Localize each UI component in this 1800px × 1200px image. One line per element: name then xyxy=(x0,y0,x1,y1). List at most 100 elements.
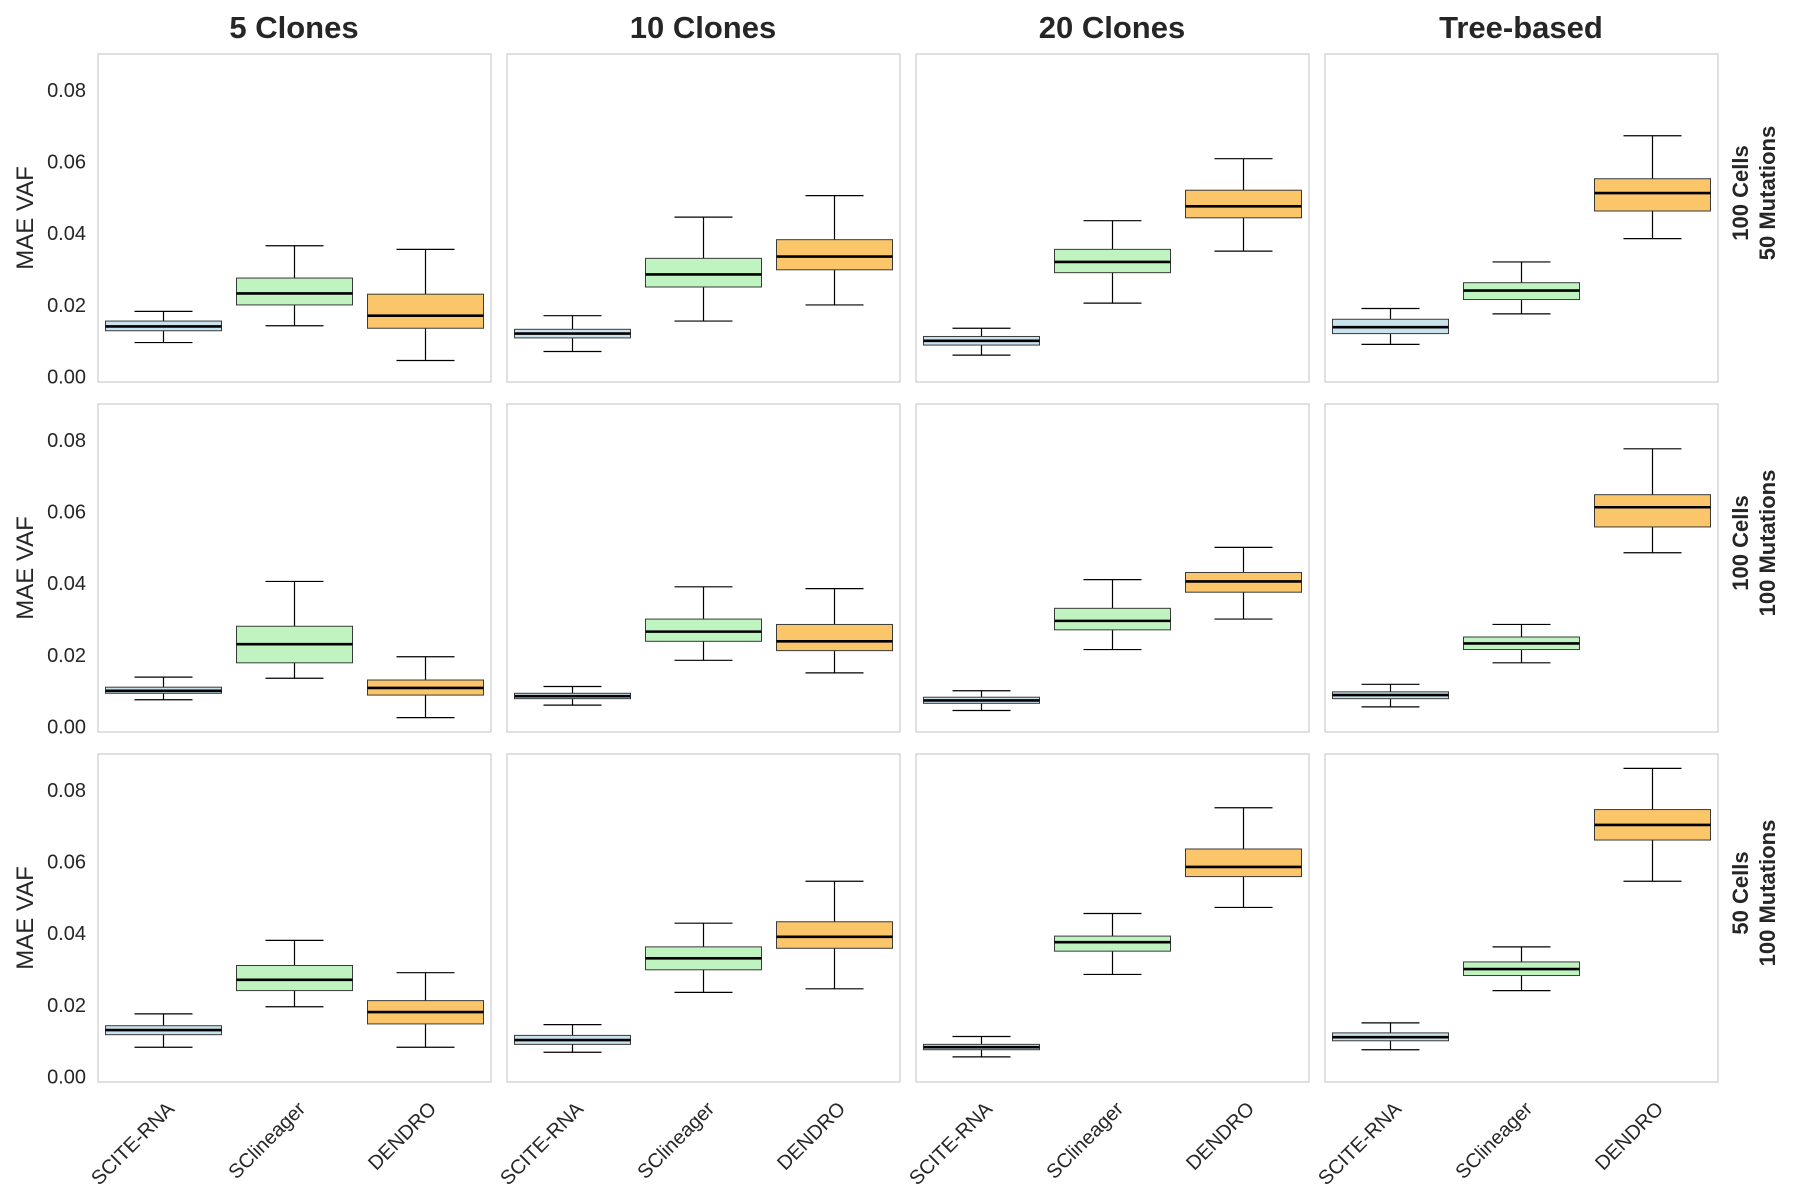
box-scite-rna xyxy=(923,690,1040,712)
panel-frame xyxy=(915,403,1310,733)
box-scite-rna xyxy=(105,310,222,344)
box-iqr xyxy=(645,257,762,288)
panel-r3-c1: 0.00 0.02 0.04 0.06 0.08 MAE VAF SCITE-RNA SCli… xyxy=(12,753,492,1190)
box-iqr xyxy=(236,277,353,306)
box-dendro xyxy=(1185,807,1302,909)
box-iqr xyxy=(1185,848,1302,878)
x-tick-label: SClineager xyxy=(1043,1098,1129,1184)
column-title-2: 10 Clones xyxy=(630,10,776,45)
box-dendro xyxy=(1594,767,1711,882)
row-label-line: 100 Cells xyxy=(1728,495,1753,590)
panel-r1-c1: 0.00 0.02 0.04 0.06 0.08 MAE VAF xyxy=(12,53,492,389)
y-tick-label: 0.04 xyxy=(47,223,86,245)
box-iqr xyxy=(776,239,893,271)
row-label-line: 50 Mutations xyxy=(1755,126,1780,260)
y-tick-label: 0.06 xyxy=(47,502,86,524)
box-scite-rna xyxy=(514,315,631,353)
x-tick-label: DENDRO xyxy=(1591,1098,1668,1175)
box-sclineager xyxy=(1054,912,1171,976)
y-tick-label: 0.04 xyxy=(47,573,86,595)
panel-r1-c4: 100 Cells 50 Mutations xyxy=(1324,53,1780,383)
panel-r3-c2: SCITE-RNA SClineager DENDRO xyxy=(496,753,901,1190)
panel-r1-c2 xyxy=(506,53,901,383)
panel-r3-c3: SCITE-RNA SClineager DENDRO xyxy=(905,753,1310,1190)
box-scite-rna xyxy=(923,1035,1040,1058)
box-iqr xyxy=(1054,607,1171,631)
panel-r2-c4: 100 Cells 100 Mutations xyxy=(1324,403,1780,733)
box-scite-rna xyxy=(1332,307,1449,345)
y-tick-label: 0.00 xyxy=(47,1067,86,1089)
box-iqr xyxy=(367,293,484,329)
column-titles: 5 Clones 10 Clones 20 Clones Tree-based xyxy=(229,10,1602,45)
y-axis-label: MAE VAF xyxy=(12,166,39,270)
row-label: 100 Cells 50 Mutations xyxy=(1728,126,1780,260)
panel-frame xyxy=(97,53,492,383)
y-tick-label: 0.06 xyxy=(47,152,86,174)
box-dendro xyxy=(367,248,484,362)
panel-frame xyxy=(1324,403,1719,733)
box-dendro xyxy=(776,194,893,306)
box-dendro xyxy=(1594,135,1711,240)
panel-r3-c4: 50 Cells 100 Mutations SCITE-RNA SClineager… xyxy=(1314,753,1780,1190)
x-tick-label: DENDRO xyxy=(773,1098,850,1175)
box-iqr xyxy=(776,623,893,652)
box-scite-rna xyxy=(1332,683,1449,708)
box-scite-rna xyxy=(1332,1022,1449,1051)
box-dendro xyxy=(367,972,484,1048)
x-tick-label: SClineager xyxy=(225,1098,311,1184)
y-tick-label: 0.00 xyxy=(47,717,86,739)
box-sclineager xyxy=(236,580,353,679)
y-tick-label: 0.08 xyxy=(47,430,86,452)
y-tick-label: 0.04 xyxy=(47,923,86,945)
box-scite-rna xyxy=(105,676,222,701)
panel-frame xyxy=(506,403,901,733)
x-tick-label: SClineager xyxy=(634,1098,720,1184)
row-label-line: 100 Mutations xyxy=(1755,470,1780,617)
box-sclineager xyxy=(1054,220,1171,304)
y-tick-label: 0.02 xyxy=(47,995,86,1017)
box-sclineager xyxy=(1463,261,1580,315)
box-scite-rna xyxy=(514,685,631,706)
x-tick-label: SCITE-RNA xyxy=(496,1098,588,1190)
box-dendro xyxy=(1185,158,1302,252)
y-tick-label: 0.08 xyxy=(47,80,86,102)
x-tick-label: DENDRO xyxy=(364,1098,441,1175)
box-sclineager xyxy=(1463,946,1580,992)
box-sclineager xyxy=(1054,579,1171,651)
x-tick-label: DENDRO xyxy=(1182,1098,1259,1175)
box-scite-rna xyxy=(105,1013,222,1048)
box-sclineager xyxy=(645,216,762,322)
panel-r2-c2 xyxy=(506,403,901,733)
box-sclineager xyxy=(1463,623,1580,664)
box-sclineager xyxy=(236,939,353,1008)
box-iqr xyxy=(1594,494,1711,528)
panel-r2-c3 xyxy=(915,403,1310,733)
box-dendro xyxy=(776,880,893,990)
box-iqr xyxy=(645,618,762,642)
column-title-1: 5 Clones xyxy=(229,10,358,45)
box-sclineager xyxy=(236,245,353,327)
panel-r1-c3 xyxy=(915,53,1310,383)
box-iqr xyxy=(776,921,893,949)
box-iqr xyxy=(236,964,353,992)
box-iqr xyxy=(1185,189,1302,219)
x-tick-label: SCITE-RNA xyxy=(87,1098,179,1190)
panel-frame xyxy=(506,753,901,1083)
column-title-4: Tree-based xyxy=(1439,10,1603,45)
y-axis-label: MAE VAF xyxy=(12,866,39,970)
x-tick-label: SCITE-RNA xyxy=(1314,1098,1406,1190)
box-iqr xyxy=(1054,935,1171,952)
y-axis-label: MAE VAF xyxy=(12,516,39,620)
y-tick-label: 0.08 xyxy=(47,780,86,802)
row-label-line: 100 Mutations xyxy=(1755,820,1780,967)
row-label-line: 50 Cells xyxy=(1728,851,1753,934)
box-sclineager xyxy=(645,586,762,661)
y-tick-label: 0.06 xyxy=(47,852,86,874)
box-dendro xyxy=(1594,448,1711,554)
y-tick-label: 0.00 xyxy=(47,367,86,389)
panel-r2-c1: 0.00 0.02 0.04 0.06 0.08 MAE VAF xyxy=(12,403,492,739)
box-scite-rna xyxy=(514,1024,631,1053)
box-scite-rna xyxy=(923,327,1040,356)
y-tick-label: 0.02 xyxy=(47,295,86,317)
